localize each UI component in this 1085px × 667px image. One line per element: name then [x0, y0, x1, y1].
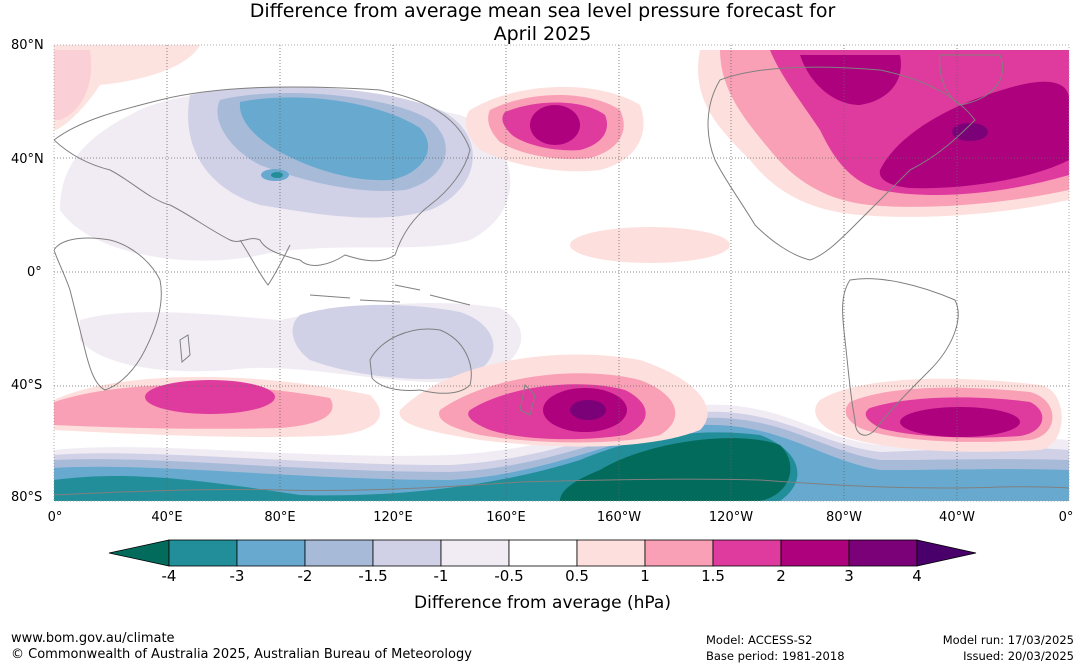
lat-label-80n: 80°N [11, 38, 44, 53]
field-pos05-tropical [570, 227, 730, 263]
colorbar-tick-label: 1.5 [701, 567, 725, 585]
colorbar-swatch [168, 539, 238, 567]
africa-coastline [54, 237, 162, 391]
colorbar-tick-label: 4 [912, 567, 922, 585]
colorbar-swatch [372, 539, 442, 567]
colorbar-swatch [848, 539, 918, 567]
lon-label-0-left: 0° [47, 510, 63, 525]
indonesia-coastline [309, 284, 471, 306]
field-neg2-asia [239, 97, 429, 181]
colorbar-tick-label: -1 [433, 567, 449, 585]
colorbar-label: Difference from average (hPa) [414, 593, 671, 613]
colorbar-tick-label: 2 [776, 567, 786, 585]
lat-label-40s: 40°S [11, 378, 43, 393]
colorbar-swatch [440, 539, 510, 567]
lon-label-120w: 120°W [708, 510, 754, 525]
colorbar-tick-label: -2 [297, 567, 313, 585]
colorbar-swatch [236, 539, 306, 567]
lon-label-120e: 120°E [373, 510, 413, 525]
field-pos2-satl [900, 407, 1020, 437]
colorbar-tick-label: -3 [229, 567, 245, 585]
footer-issued: Issued: 20/03/2025 [963, 649, 1074, 663]
pressure-anomaly-map [53, 44, 1070, 502]
lon-label-40e: 40°E [151, 510, 183, 525]
anomaly-fields [54, 45, 1069, 501]
map-title: Difference from average mean sea level p… [0, 0, 1085, 46]
field-neg2-southern [54, 424, 1069, 501]
colorbar-tick-label: 3 [844, 567, 854, 585]
gridlines [54, 45, 1069, 501]
australia-coastline [369, 328, 472, 394]
lat-label-80s: 80°S [11, 490, 43, 505]
footer-copyright: © Commonwealth of Australia 2025, Austra… [11, 647, 472, 662]
lon-label-160e: 160°E [486, 510, 526, 525]
north-america-coastline [707, 66, 976, 261]
colorbar-swatch [644, 539, 714, 567]
lon-label-80w: 80°W [826, 510, 862, 525]
colorbar-swatch [780, 539, 850, 567]
colorbar-swatch [304, 539, 374, 567]
colorbar-tick-label: 0.5 [565, 567, 589, 585]
colorbar-tick-label: -4 [161, 567, 177, 585]
lon-label-40w: 40°W [939, 510, 975, 525]
colorbar-tick-label: -1.5 [358, 567, 388, 585]
lat-label-40n: 40°N [11, 152, 44, 167]
field-pos05-europe [54, 45, 200, 130]
colorbar-extend-low [108, 539, 170, 567]
lat-label-equator: 0° [27, 265, 42, 280]
eurasia-coastline [54, 86, 471, 266]
colorbar-extend-high [916, 539, 977, 567]
lon-label-80e: 80°E [264, 510, 296, 525]
greenland-coastline [939, 54, 1004, 106]
footer-model: Model: ACCESS-S2 [706, 633, 813, 647]
nz-coastline [519, 383, 536, 416]
title-line-2: April 2025 [493, 23, 592, 45]
colorbar-swatch [712, 539, 782, 567]
title-line-1: Difference from average mean sea level p… [249, 0, 836, 22]
colorbar-tick-label: -0.5 [494, 567, 524, 585]
field-neg3-tibet [271, 172, 283, 178]
lon-label-0-right: 0° [1058, 510, 1074, 525]
coastlines [54, 54, 1069, 496]
field-neg4-southern [560, 438, 791, 501]
map-frame [53, 44, 1070, 502]
footer-url[interactable]: www.bom.gov.au/climate [11, 631, 175, 646]
lon-label-160w: 160°W [596, 510, 642, 525]
colorbar-swatch [508, 539, 578, 567]
footer-model-run: Model run: 17/03/2025 [942, 633, 1074, 647]
colorbar-tick-label: 1 [640, 567, 650, 585]
madagascar-coastline [179, 334, 191, 364]
field-pos15-sindian [145, 380, 275, 414]
antarctica-coastline [54, 478, 1069, 496]
field-pos3-spac [570, 400, 606, 420]
footer-base-period: Base period: 1981-2018 [706, 649, 845, 663]
field-pos3-natl [952, 123, 988, 141]
field-neg1-australia [292, 304, 494, 380]
south-america-coastline [842, 278, 959, 436]
colorbar-swatch [576, 539, 646, 567]
field-pos2-npac [530, 105, 580, 145]
colorbar [108, 539, 977, 567]
india-coastline [239, 239, 291, 286]
